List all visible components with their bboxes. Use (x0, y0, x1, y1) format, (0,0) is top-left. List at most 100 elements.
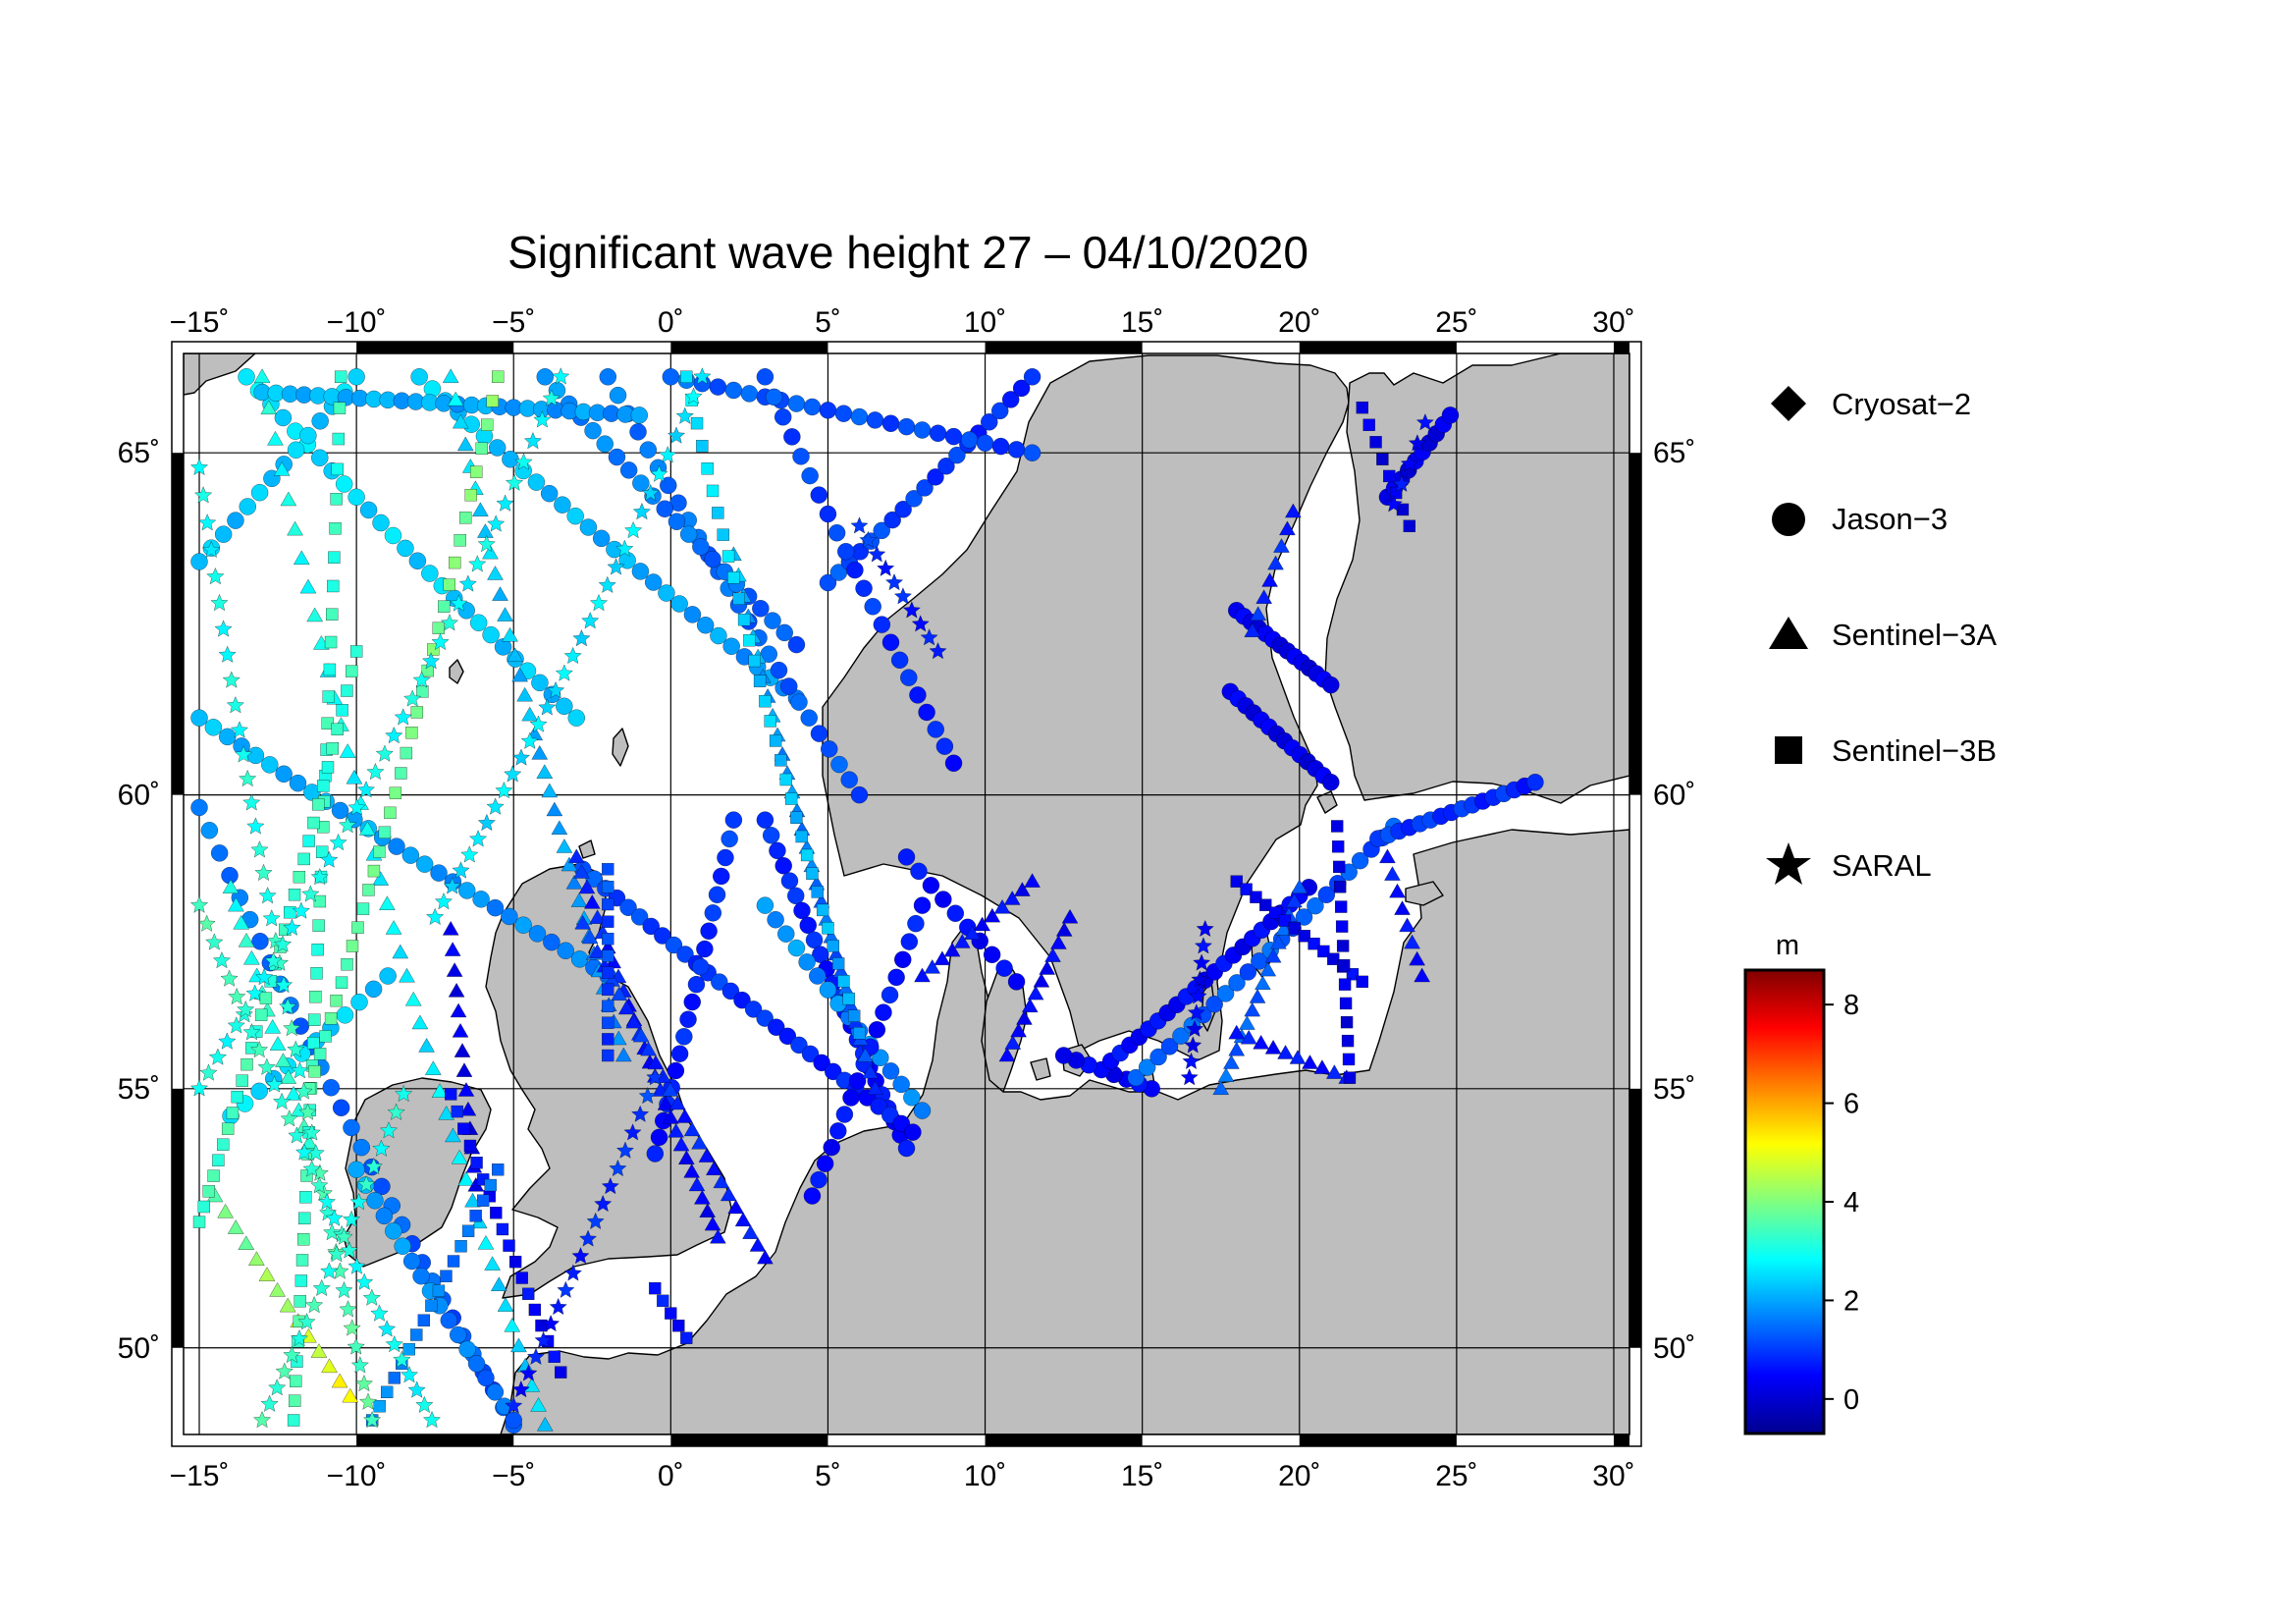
track-point-square (602, 1000, 614, 1013)
track-point-star (257, 1057, 276, 1075)
track-point-star (458, 574, 477, 592)
land-iceland-edge (184, 353, 256, 396)
track-point-circle (946, 904, 964, 922)
track-point-square (310, 967, 323, 980)
track-point-triangle (546, 801, 563, 817)
track-point-star (581, 612, 600, 629)
colorbar-tick-label: 8 (1843, 990, 1859, 1021)
legend-label: Jason−3 (1832, 502, 1948, 536)
track-point-circle (692, 958, 710, 976)
track-point-star (242, 1023, 261, 1041)
track-point-circle (892, 1075, 910, 1093)
legend-entry-sentinel-3b: Sentinel−3B (1775, 733, 1997, 768)
track-point-star (310, 1176, 329, 1194)
track-point-square (503, 1239, 515, 1252)
track-point-circle (394, 1237, 411, 1255)
track (190, 367, 570, 1097)
track-point-star (262, 909, 281, 927)
lon-tick-label-bottom: 20˚ (1278, 1460, 1320, 1492)
track-point-star (601, 1177, 619, 1195)
track-point-circle (1054, 1047, 1073, 1064)
land-aland (1316, 790, 1338, 814)
lon-tick-label-bottom: 10˚ (964, 1460, 1006, 1492)
track-point-circle (656, 500, 673, 517)
track-point-square (202, 1185, 215, 1198)
track-point-square (296, 1233, 310, 1246)
track-point-star (242, 793, 261, 811)
track-point-square (445, 1088, 457, 1101)
track-point-triangle (280, 491, 297, 507)
track-point-circle (740, 385, 759, 403)
track-point-triangle (1313, 1059, 1331, 1074)
triangle-icon (1769, 617, 1808, 649)
frame-bar-bottom (1299, 1434, 1457, 1446)
track-point-circle (289, 774, 307, 792)
track-point-square (395, 767, 407, 780)
track-point-star (920, 628, 938, 646)
track-point-square (1356, 401, 1368, 414)
track-point-circle (579, 518, 598, 536)
track-point-star (506, 473, 523, 491)
track-point-square (811, 886, 824, 898)
track-point-square (743, 634, 756, 647)
lat-tick-label-right: 55˚ (1653, 1073, 1695, 1106)
lon-tick-label-bottom: 0˚ (658, 1460, 684, 1492)
track-point-circle (801, 1045, 820, 1063)
track-point-circle (1205, 996, 1223, 1013)
track-point-star (902, 601, 921, 619)
track-point-star (208, 1048, 227, 1065)
legend-label: Sentinel−3A (1832, 618, 1997, 652)
track-point-circle (768, 1018, 785, 1036)
track-point-star (684, 387, 703, 405)
track-point-circle (881, 633, 900, 651)
lat-tick-label-right: 65˚ (1653, 437, 1695, 469)
track-point-star (616, 1141, 634, 1159)
track-point-triangle (411, 1014, 429, 1030)
track-point-circle (696, 940, 714, 958)
circle-icon (1772, 503, 1805, 536)
map-grid (184, 353, 1629, 1434)
lon-tick-label-top: −10˚ (327, 306, 387, 339)
track-point-star (218, 1032, 237, 1050)
track-point-square (259, 992, 273, 1004)
track-point-circle (599, 368, 616, 386)
track-point-circle (697, 617, 715, 634)
track-point-circle (700, 922, 718, 940)
track-point-star (283, 1019, 301, 1037)
track-point-square (1317, 945, 1330, 958)
track-point-square (356, 902, 370, 915)
frame-bar-top (1299, 342, 1457, 353)
track-point-circle (401, 846, 419, 864)
track-point-star (868, 545, 886, 563)
track-point-triangle (267, 431, 284, 446)
track (206, 1187, 358, 1403)
track-point-circle (557, 942, 574, 959)
track-point-circle (375, 1207, 394, 1224)
track-point-star (297, 1313, 316, 1330)
colorbar-tick-label: 2 (1843, 1285, 1859, 1317)
track-point-circle (629, 423, 647, 441)
track-point-circle (676, 946, 694, 963)
track-point-triangle (578, 879, 596, 894)
track-point-circle (311, 449, 329, 466)
track-point-circle (359, 501, 378, 519)
track-point-star (563, 647, 582, 664)
track-point-triangle (556, 839, 573, 853)
track-point-triangle (1389, 883, 1406, 898)
track-point-square (706, 484, 720, 498)
track-point-star (572, 629, 591, 647)
track (649, 1281, 693, 1344)
track-point-square (329, 522, 342, 535)
track-point-circle (819, 981, 837, 999)
track-point-triangle (757, 1249, 774, 1265)
legend-entry-jason-3: Jason−3 (1772, 502, 1948, 536)
track-point-star (615, 539, 634, 557)
track-point-triangle (749, 1237, 767, 1252)
track-point-circle (790, 1036, 808, 1055)
track-point-star (549, 1298, 567, 1316)
track-point-circle (717, 848, 734, 867)
track-point-triangle (442, 921, 459, 936)
track-point-star (512, 748, 530, 766)
track-point-circle (881, 986, 899, 1003)
track-point-square (451, 1105, 463, 1118)
